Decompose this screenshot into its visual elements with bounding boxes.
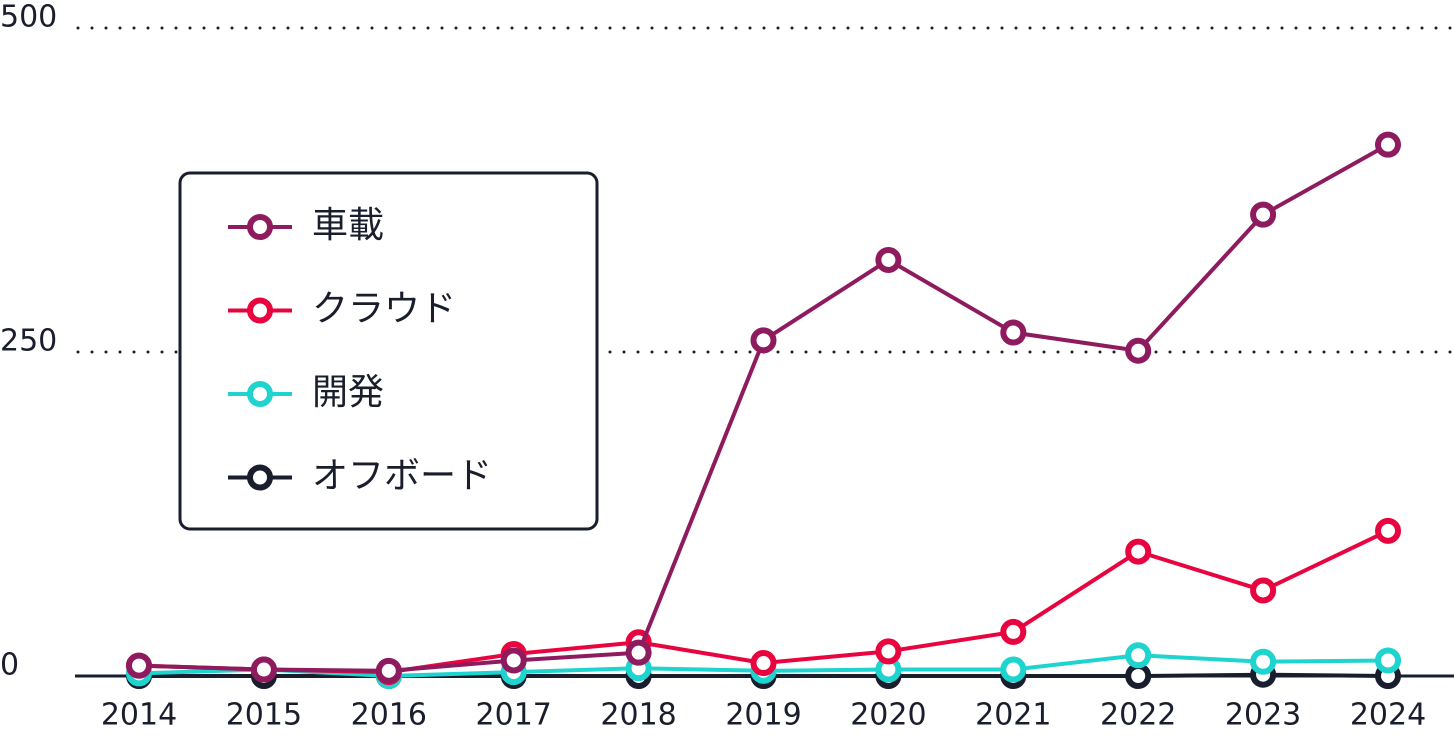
point: [375, 657, 402, 684]
x-tick-label: 2020: [850, 698, 926, 733]
x-tick-label: 2016: [351, 698, 427, 733]
point: [1375, 517, 1401, 544]
point: [625, 639, 652, 666]
point: [1375, 131, 1401, 158]
x-tick-label: 2015: [226, 698, 302, 733]
point: [750, 327, 777, 354]
point: [1000, 656, 1027, 683]
x-tick-label: 2024: [1350, 698, 1426, 733]
point: [1125, 663, 1152, 689]
point: [1250, 577, 1277, 604]
y-tick-label: 0: [0, 648, 19, 683]
legend-marker: [247, 381, 273, 407]
point: [1250, 648, 1277, 675]
point: [1125, 538, 1152, 565]
legend-label: オフボード: [312, 456, 492, 497]
point: [500, 647, 527, 674]
legend-label: 開発: [312, 372, 384, 413]
point: [250, 656, 277, 683]
point: [1000, 618, 1027, 645]
legend-label: 車載: [312, 205, 384, 246]
point: [1125, 337, 1152, 364]
point: [126, 652, 152, 679]
x-tick-label: 2022: [1100, 698, 1176, 733]
point: [750, 650, 777, 677]
x-tick-label: 2023: [1225, 698, 1301, 733]
point: [1125, 642, 1152, 669]
point: [1000, 319, 1027, 346]
legend-marker: [247, 297, 273, 324]
point: [1375, 647, 1401, 674]
legend-marker: [247, 214, 273, 240]
y-tick-label: 500: [0, 0, 57, 35]
x-tick-label: 2019: [725, 698, 801, 733]
x-tick-label: 2014: [101, 698, 177, 733]
legend-marker: [247, 464, 273, 491]
legend-box: [178, 171, 599, 531]
legend-label: クラウド: [312, 289, 456, 330]
point: [875, 246, 902, 273]
x-tick-label: 2017: [476, 698, 552, 733]
y-tick-label: 250: [0, 324, 57, 359]
point: [875, 638, 902, 665]
point: [1250, 201, 1277, 228]
x-tick-label: 2021: [975, 698, 1051, 733]
x-tick-label: 2018: [600, 698, 676, 733]
